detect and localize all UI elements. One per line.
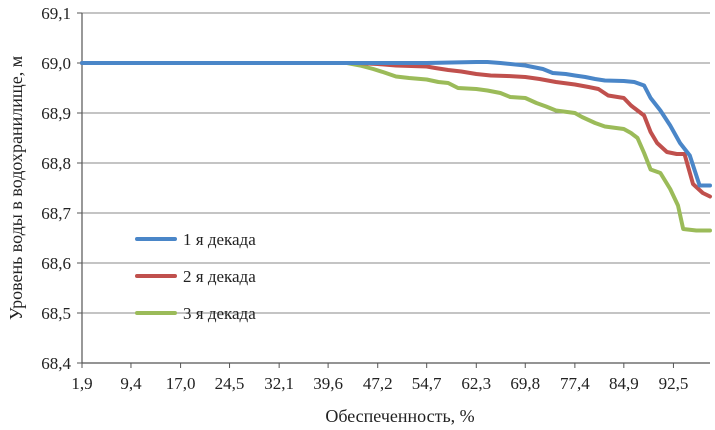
x-tick-label: 69,8	[510, 374, 540, 393]
legend: 1 я декада 2 я декада 3 я декада	[135, 230, 256, 323]
y-tick-label: 68,4	[41, 354, 71, 373]
y-tick-label: 68,8	[41, 154, 71, 173]
y-tick-label: 68,6	[41, 254, 71, 273]
x-tick-label: 62,3	[461, 374, 491, 393]
x-tick-label: 24,5	[215, 374, 245, 393]
x-tick-label: 92,5	[659, 374, 689, 393]
legend-label: 3 я декада	[183, 304, 256, 323]
x-tick-label: 39,6	[313, 374, 343, 393]
x-tick-label: 54,7	[412, 374, 442, 393]
y-tick-label: 68,7	[41, 204, 71, 223]
legend-label: 1 я декада	[183, 230, 256, 249]
y-tick-labels: 68,4 68,5 68,6 68,7 68,8 68,9 69,0 69,1	[41, 4, 71, 373]
series-line	[80, 61, 712, 199]
x-tick-label: 17,0	[166, 374, 196, 393]
y-tick-label: 68,5	[41, 304, 71, 323]
x-tick-label: 47,2	[363, 374, 393, 393]
grid	[82, 12, 710, 314]
y-tick-label: 69,1	[41, 4, 71, 23]
legend-label: 2 я декада	[183, 267, 256, 286]
x-tick-label: 77,4	[560, 374, 590, 393]
x-tick-label: 32,1	[264, 374, 294, 393]
series-lines	[80, 60, 712, 233]
series-line	[80, 61, 712, 233]
x-tick-labels: 1,9 9,4 17,0 24,5 32,1 39,6 47,2 54,7 62,3 69,8 77…	[71, 374, 688, 393]
series-line	[80, 60, 712, 188]
x-tick-label: 1,9	[71, 374, 92, 393]
axes	[77, 12, 710, 368]
y-tick-label: 69,0	[41, 54, 71, 73]
x-tick-label: 9,4	[120, 374, 142, 393]
y-tick-label: 68,9	[41, 104, 71, 123]
x-tick-label: 84,9	[609, 374, 639, 393]
x-axis-title: Обеспеченность, %	[325, 406, 474, 426]
y-axis-title: Уровень воды в водохранилище, м	[6, 56, 26, 320]
